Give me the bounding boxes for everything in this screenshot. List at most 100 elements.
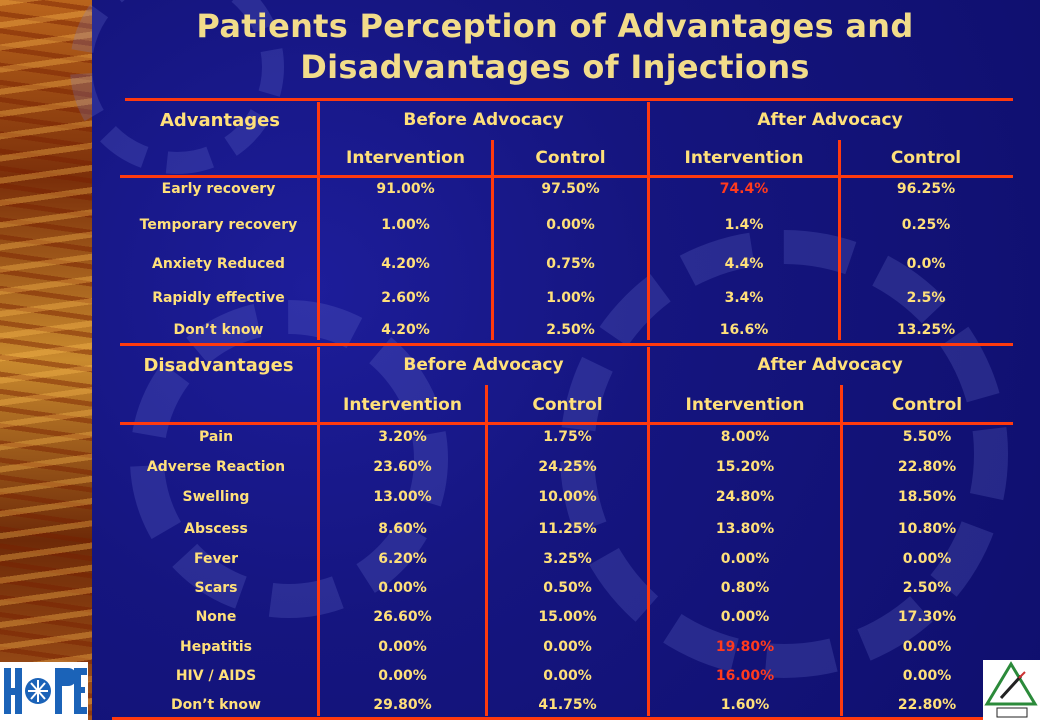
advantages-subheader: Control — [890, 148, 962, 168]
disadvantages-group-before: Before Advocacy — [403, 355, 564, 375]
value-cell: 0.25% — [901, 217, 951, 233]
value-cell: 1.00% — [381, 217, 430, 233]
value-cell: 91.00% — [376, 181, 435, 197]
value-cell: 16.00% — [715, 668, 775, 684]
value-cell: 22.80% — [897, 697, 957, 713]
value-cell: 18.50% — [897, 489, 957, 505]
value-cell: 11.25% — [538, 521, 597, 537]
value-cell: 0.00% — [543, 639, 592, 655]
value-cell: 13.80% — [715, 521, 775, 537]
advantages-group-before: Before Advocacy — [403, 110, 564, 130]
value-cell: 13.25% — [896, 322, 956, 338]
disadvantages-divider-label — [317, 347, 320, 716]
value-cell: 17.30% — [897, 609, 957, 625]
section-divider-rule — [120, 343, 1013, 346]
advantages-divider-label — [317, 102, 320, 340]
advantages-divider-after — [838, 140, 841, 340]
value-cell: 23.60% — [373, 459, 432, 475]
value-cell: 3.4% — [724, 290, 764, 306]
row-label: Early recovery — [161, 181, 276, 197]
advantages-divider-group — [647, 102, 650, 340]
value-cell: 8.60% — [378, 521, 427, 537]
value-cell: 41.75% — [538, 697, 597, 713]
disadvantages-divider-group — [647, 347, 650, 716]
row-label: Don’t know — [173, 322, 264, 338]
value-cell: 0.00% — [902, 639, 952, 655]
value-cell: 24.80% — [715, 489, 775, 505]
row-label: HIV / AIDS — [175, 668, 257, 684]
disadvantages-subheader: Intervention — [685, 395, 805, 415]
row-label: Anxiety Reduced — [152, 256, 285, 272]
disadvantages-subheader: Control — [532, 395, 603, 415]
value-cell: 3.20% — [378, 429, 427, 445]
sign-logo-graphic — [983, 660, 1040, 720]
value-cell: 15.20% — [715, 459, 775, 475]
row-label: Temporary recovery — [139, 217, 298, 233]
value-cell: 0.00% — [543, 668, 592, 684]
value-cell: 2.5% — [906, 290, 946, 306]
row-label: Hepatitis — [180, 639, 252, 655]
value-cell: 4.20% — [381, 322, 430, 338]
value-cell: 10.00% — [538, 489, 597, 505]
value-cell: 1.60% — [720, 697, 770, 713]
row-label: Fever — [193, 551, 239, 567]
value-cell: 0.00% — [378, 639, 427, 655]
value-cell: 13.00% — [373, 489, 432, 505]
value-cell: 2.60% — [381, 290, 430, 306]
value-cell: 1.00% — [546, 290, 595, 306]
disadvantages-subheader: Control — [891, 395, 963, 415]
disadvantages-section-label: Disadvantages — [143, 355, 294, 376]
row-label: Adverse Reaction — [146, 459, 286, 475]
hope-logo — [0, 662, 88, 720]
value-cell: 0.00% — [378, 668, 427, 684]
value-cell: 0.00% — [902, 668, 952, 684]
table-rule-bottom — [112, 717, 1017, 720]
value-cell: 0.80% — [720, 580, 770, 596]
value-cell: 0.00% — [546, 217, 595, 233]
value-cell: 22.80% — [897, 459, 957, 475]
disadvantages-header-rule — [120, 422, 1013, 425]
value-cell: 16.6% — [719, 322, 769, 338]
disadvantages-group-after: After Advocacy — [757, 355, 903, 375]
advantages-section-label: Advantages — [159, 110, 281, 131]
value-cell: 6.20% — [378, 551, 427, 567]
value-cell: 0.00% — [902, 551, 952, 567]
value-cell: 15.00% — [538, 609, 597, 625]
value-cell: 4.20% — [381, 256, 430, 272]
value-cell: 4.4% — [724, 256, 764, 272]
advantages-header-rule — [120, 175, 1013, 178]
value-cell: 19.80% — [715, 639, 775, 655]
row-label: Scars — [194, 580, 238, 596]
value-cell: 0.0% — [906, 256, 946, 272]
value-cell: 8.00% — [720, 429, 770, 445]
value-cell: 0.00% — [720, 609, 770, 625]
value-cell: 10.80% — [897, 521, 957, 537]
value-cell: 1.75% — [543, 429, 592, 445]
disadvantages-divider-before — [485, 385, 488, 716]
disadvantages-subheader: Intervention — [343, 395, 462, 415]
value-cell: 2.50% — [546, 322, 595, 338]
decorative-strip — [0, 0, 92, 720]
value-cell: 1.4% — [724, 217, 764, 233]
advantages-subheader: Control — [535, 148, 606, 168]
advantages-group-after: After Advocacy — [757, 110, 903, 130]
value-cell: 97.50% — [541, 181, 600, 197]
value-cell: 3.25% — [543, 551, 592, 567]
value-cell: 5.50% — [902, 429, 952, 445]
advantages-subheader: Intervention — [346, 148, 465, 168]
advantages-subheader: Intervention — [684, 148, 804, 168]
hope-logo-graphic — [0, 662, 88, 720]
value-cell: 0.00% — [378, 580, 427, 596]
slide-title: Patients Perception of Advantages and Di… — [130, 6, 980, 88]
value-cell: 29.80% — [373, 697, 432, 713]
value-cell: 96.25% — [896, 181, 956, 197]
title-line-2: Disadvantages of Injections — [300, 48, 810, 86]
row-label: Pain — [198, 429, 234, 445]
row-label: Rapidly effective — [152, 290, 285, 306]
value-cell: 74.4% — [719, 181, 769, 197]
advantages-divider-before — [491, 140, 494, 340]
disadvantages-divider-after — [840, 385, 843, 716]
value-cell: 0.50% — [543, 580, 592, 596]
table-rule-top — [125, 98, 1013, 101]
